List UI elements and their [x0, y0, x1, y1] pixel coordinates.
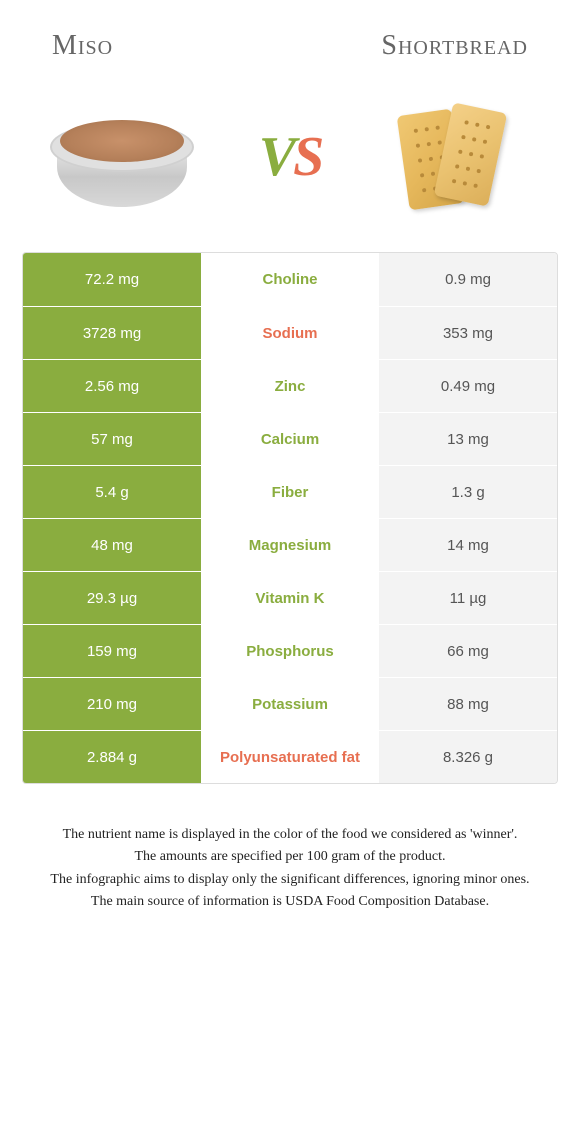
nutrient-value-left: 3728 mg	[23, 306, 201, 359]
table-row: 48 mgMagnesium14 mg	[23, 518, 557, 571]
vs-v: V	[259, 126, 293, 188]
nutrient-value-left: 57 mg	[23, 412, 201, 465]
table-row: 5.4 gFiber1.3 g	[23, 465, 557, 518]
nutrient-value-right: 0.49 mg	[379, 359, 557, 412]
nutrient-label: Fiber	[201, 465, 379, 518]
table-row: 57 mgCalcium13 mg	[23, 412, 557, 465]
table-row: 2.884 gPolyunsaturated fat8.326 g	[23, 730, 557, 783]
nutrient-value-left: 2.884 g	[23, 730, 201, 783]
nutrient-value-right: 66 mg	[379, 624, 557, 677]
nutrient-label: Vitamin K	[201, 571, 379, 624]
nutrient-label: Phosphorus	[201, 624, 379, 677]
nutrient-value-right: 353 mg	[379, 306, 557, 359]
nutrient-label: Choline	[201, 253, 379, 306]
miso-bowl-icon	[47, 102, 197, 212]
table-row: 3728 mgSodium353 mg	[23, 306, 557, 359]
footer-line-2: The amounts are specified per 100 gram o…	[42, 846, 538, 868]
header: Miso Shortbread	[22, 20, 558, 72]
food2-title: Shortbread	[381, 30, 528, 62]
footer-notes: The nutrient name is displayed in the co…	[22, 824, 558, 914]
nutrient-value-left: 72.2 mg	[23, 253, 201, 306]
food2-image	[378, 92, 538, 222]
nutrient-label: Sodium	[201, 306, 379, 359]
nutrient-value-right: 11 µg	[379, 571, 557, 624]
infographic-container: Miso Shortbread VS	[0, 0, 580, 934]
vs-label: VS	[259, 125, 322, 189]
footer-line-4: The main source of information is USDA F…	[42, 891, 538, 913]
table-row: 2.56 mgZinc0.49 mg	[23, 359, 557, 412]
table-row: 210 mgPotassium88 mg	[23, 677, 557, 730]
vs-s: S	[293, 126, 321, 188]
nutrient-value-right: 88 mg	[379, 677, 557, 730]
nutrient-label: Calcium	[201, 412, 379, 465]
nutrient-value-left: 159 mg	[23, 624, 201, 677]
nutrient-label: Polyunsaturated fat	[201, 730, 379, 783]
nutrient-value-left: 48 mg	[23, 518, 201, 571]
footer-line-3: The infographic aims to display only the…	[42, 869, 538, 891]
nutrient-value-right: 14 mg	[379, 518, 557, 571]
nutrient-value-left: 2.56 mg	[23, 359, 201, 412]
food1-image	[42, 92, 202, 222]
comparison-table: 72.2 mgCholine0.9 mg3728 mgSodium353 mg2…	[22, 252, 558, 784]
nutrient-value-right: 13 mg	[379, 412, 557, 465]
table-row: 159 mgPhosphorus66 mg	[23, 624, 557, 677]
nutrient-value-right: 1.3 g	[379, 465, 557, 518]
vs-row: VS	[22, 92, 558, 222]
food1-title: Miso	[52, 30, 113, 62]
nutrient-value-right: 0.9 mg	[379, 253, 557, 306]
nutrient-label: Potassium	[201, 677, 379, 730]
nutrient-value-left: 29.3 µg	[23, 571, 201, 624]
nutrient-label: Magnesium	[201, 518, 379, 571]
table-row: 72.2 mgCholine0.9 mg	[23, 253, 557, 306]
nutrient-value-left: 5.4 g	[23, 465, 201, 518]
table-row: 29.3 µgVitamin K11 µg	[23, 571, 557, 624]
nutrient-value-left: 210 mg	[23, 677, 201, 730]
footer-line-1: The nutrient name is displayed in the co…	[42, 824, 538, 846]
nutrient-label: Zinc	[201, 359, 379, 412]
shortbread-icon	[388, 97, 528, 217]
nutrient-value-right: 8.326 g	[379, 730, 557, 783]
